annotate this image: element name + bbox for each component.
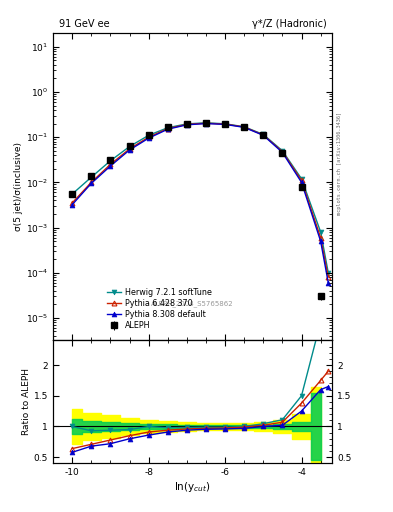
Pythia 8.308 default: [261, 132, 266, 138]
Herwig 7.2.1 softTune: [89, 174, 94, 180]
Herwig 7.2.1 softTune: [280, 148, 285, 154]
Pythia 6.428 370: [261, 132, 266, 138]
Y-axis label: σ(5 jet)/σ(inclusive): σ(5 jet)/σ(inclusive): [14, 142, 23, 231]
Herwig 7.2.1 softTune: [146, 132, 151, 138]
Pythia 6.428 370: [242, 124, 246, 130]
Pythia 8.308 default: [127, 147, 132, 153]
Herwig 7.2.1 softTune: [108, 158, 113, 164]
Text: mcplots.cern.ch [arXiv:1306.3436]: mcplots.cern.ch [arXiv:1306.3436]: [337, 112, 342, 216]
Pythia 8.308 default: [89, 180, 94, 186]
Line: Pythia 8.308 default: Pythia 8.308 default: [70, 121, 331, 285]
Pythia 8.308 default: [242, 124, 246, 131]
Pythia 8.308 default: [299, 179, 304, 185]
Herwig 7.2.1 softTune: [242, 124, 246, 130]
Herwig 7.2.1 softTune: [223, 121, 228, 127]
Pythia 8.308 default: [223, 121, 228, 127]
Text: ALEPH_2004_S5765862: ALEPH_2004_S5765862: [151, 300, 234, 307]
Pythia 8.308 default: [204, 120, 208, 126]
Pythia 8.308 default: [165, 126, 170, 132]
Pythia 6.428 370: [70, 200, 75, 206]
Line: Herwig 7.2.1 softTune: Herwig 7.2.1 softTune: [70, 120, 331, 275]
Herwig 7.2.1 softTune: [127, 143, 132, 150]
Pythia 6.428 370: [127, 146, 132, 152]
Pythia 6.428 370: [204, 120, 208, 126]
Pythia 8.308 default: [70, 202, 75, 208]
Herwig 7.2.1 softTune: [70, 191, 75, 197]
Herwig 7.2.1 softTune: [299, 176, 304, 182]
Herwig 7.2.1 softTune: [204, 120, 208, 126]
Pythia 6.428 370: [280, 148, 285, 155]
Pythia 8.308 default: [146, 135, 151, 141]
Pythia 6.428 370: [299, 178, 304, 184]
Pythia 6.428 370: [89, 179, 94, 185]
Pythia 8.308 default: [318, 238, 323, 244]
Pythia 8.308 default: [108, 163, 113, 169]
Pythia 6.428 370: [184, 121, 189, 127]
Pythia 8.308 default: [280, 150, 285, 156]
Herwig 7.2.1 softTune: [326, 270, 331, 276]
Line: Pythia 6.428 370: Pythia 6.428 370: [70, 121, 331, 280]
Pythia 6.428 370: [223, 121, 228, 127]
Herwig 7.2.1 softTune: [261, 132, 266, 138]
X-axis label: ln(y$_{cut}$): ln(y$_{cut}$): [174, 480, 211, 494]
Herwig 7.2.1 softTune: [184, 121, 189, 127]
Herwig 7.2.1 softTune: [318, 229, 323, 235]
Herwig 7.2.1 softTune: [165, 124, 170, 131]
Y-axis label: Ratio to ALEPH: Ratio to ALEPH: [22, 369, 31, 435]
Pythia 6.428 370: [108, 161, 113, 167]
Text: γ*/Z (Hadronic): γ*/Z (Hadronic): [252, 18, 327, 29]
Text: 91 GeV ee: 91 GeV ee: [59, 18, 109, 29]
Legend: Herwig 7.2.1 softTune, Pythia 6.428 370, Pythia 8.308 default, ALEPH: Herwig 7.2.1 softTune, Pythia 6.428 370,…: [107, 288, 211, 330]
Pythia 6.428 370: [146, 134, 151, 140]
Pythia 6.428 370: [326, 274, 331, 280]
Pythia 6.428 370: [165, 125, 170, 132]
Pythia 8.308 default: [326, 280, 331, 286]
Pythia 6.428 370: [318, 234, 323, 241]
Pythia 8.308 default: [184, 122, 189, 128]
